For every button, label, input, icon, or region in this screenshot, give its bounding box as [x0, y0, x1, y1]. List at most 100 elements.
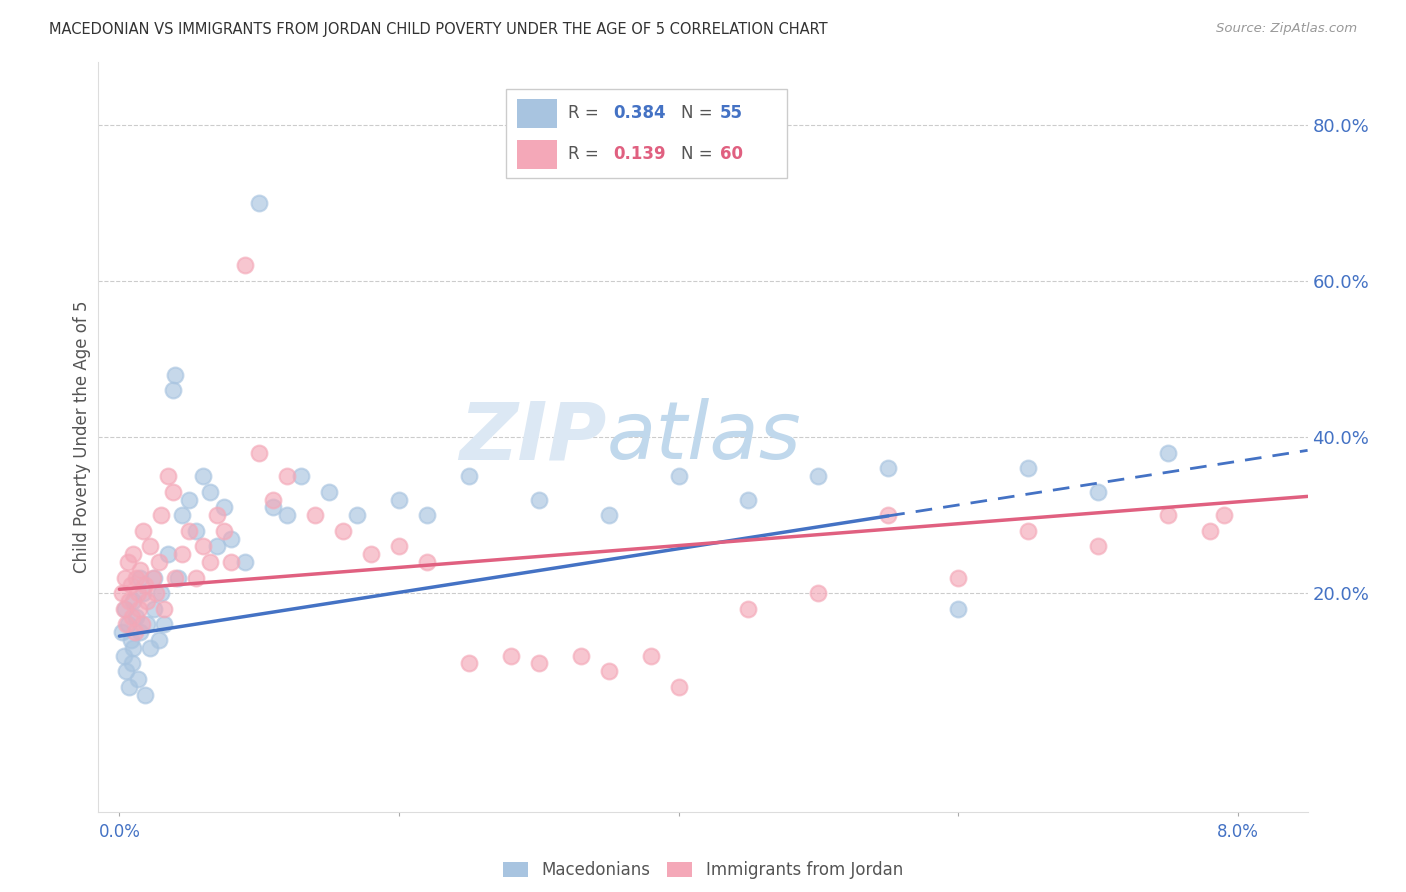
Point: [129, 625, 152, 640]
Point: [111, 586, 134, 600]
Point: [122, 640, 145, 655]
Point: [1017, 524, 1039, 538]
Point: [247, 196, 270, 211]
Point: [114, 571, 136, 585]
Text: R =: R =: [568, 104, 605, 122]
Point: [131, 617, 153, 632]
Point: [127, 672, 149, 686]
Point: [1087, 539, 1109, 553]
Point: [111, 625, 134, 640]
Point: [207, 539, 229, 553]
Point: [112, 602, 135, 616]
Point: [1087, 484, 1109, 499]
Point: [150, 508, 173, 523]
Point: [136, 594, 159, 608]
Point: [262, 500, 284, 515]
Point: [807, 469, 830, 483]
Point: [332, 524, 354, 538]
Point: [388, 492, 411, 507]
Text: R =: R =: [568, 145, 605, 163]
Point: [416, 555, 439, 569]
Point: [172, 547, 194, 561]
Point: [640, 648, 662, 663]
Point: [132, 586, 155, 600]
Point: [877, 461, 900, 475]
Point: [153, 602, 176, 616]
Point: [598, 664, 620, 679]
Point: [117, 617, 139, 632]
Point: [148, 555, 170, 569]
Point: [148, 633, 170, 648]
Point: [143, 571, 166, 585]
Point: [668, 680, 690, 694]
Point: [179, 492, 201, 507]
Y-axis label: Child Poverty Under the Age of 5: Child Poverty Under the Age of 5: [73, 301, 91, 574]
Text: 0.139: 0.139: [613, 145, 665, 163]
Text: N =: N =: [681, 145, 717, 163]
Point: [142, 571, 165, 585]
Point: [114, 602, 136, 616]
Point: [807, 586, 830, 600]
Point: [145, 586, 167, 600]
Point: [668, 469, 690, 483]
Legend: Macedonians, Immigrants from Jordan: Macedonians, Immigrants from Jordan: [496, 855, 910, 886]
Text: 8.0%: 8.0%: [1216, 823, 1258, 841]
Point: [121, 609, 143, 624]
Point: [128, 602, 150, 616]
Text: Source: ZipAtlas.com: Source: ZipAtlas.com: [1216, 22, 1357, 36]
Point: [112, 648, 135, 663]
Point: [118, 680, 141, 694]
Text: MACEDONIAN VS IMMIGRANTS FROM JORDAN CHILD POVERTY UNDER THE AGE OF 5 CORRELATIO: MACEDONIAN VS IMMIGRANTS FROM JORDAN CHI…: [49, 22, 828, 37]
Point: [143, 602, 166, 616]
Point: [193, 469, 215, 483]
Point: [877, 508, 900, 523]
Point: [233, 555, 256, 569]
Point: [134, 578, 156, 592]
Point: [457, 469, 479, 483]
Point: [172, 508, 194, 523]
Point: [120, 578, 142, 592]
Point: [346, 508, 368, 523]
Point: [125, 609, 148, 624]
Point: [569, 648, 592, 663]
Point: [212, 500, 235, 515]
Point: [200, 484, 222, 499]
Point: [132, 524, 155, 538]
Point: [737, 602, 759, 616]
Point: [136, 617, 159, 632]
Point: [127, 586, 149, 600]
Point: [124, 625, 146, 640]
Text: atlas: atlas: [606, 398, 801, 476]
Point: [165, 571, 187, 585]
Point: [122, 547, 145, 561]
Point: [115, 664, 138, 679]
Point: [117, 555, 139, 569]
Bar: [517, 99, 557, 128]
Text: 0.0%: 0.0%: [98, 823, 141, 841]
Point: [527, 492, 550, 507]
Text: ZIP: ZIP: [458, 398, 606, 476]
Point: [212, 524, 235, 538]
Point: [360, 547, 382, 561]
Point: [1198, 524, 1220, 538]
Text: 55: 55: [720, 104, 742, 122]
Point: [946, 571, 969, 585]
Point: [276, 469, 298, 483]
Point: [457, 657, 479, 671]
Point: [737, 492, 759, 507]
Point: [125, 571, 148, 585]
Point: [122, 594, 145, 608]
Point: [219, 555, 242, 569]
Point: [416, 508, 439, 523]
Point: [388, 539, 411, 553]
Point: [162, 384, 184, 398]
Point: [290, 469, 312, 483]
Point: [193, 539, 215, 553]
Point: [233, 259, 256, 273]
Point: [200, 555, 222, 569]
Point: [304, 508, 326, 523]
Point: [167, 571, 190, 585]
Point: [162, 484, 184, 499]
Point: [219, 532, 242, 546]
Text: 60: 60: [720, 145, 742, 163]
